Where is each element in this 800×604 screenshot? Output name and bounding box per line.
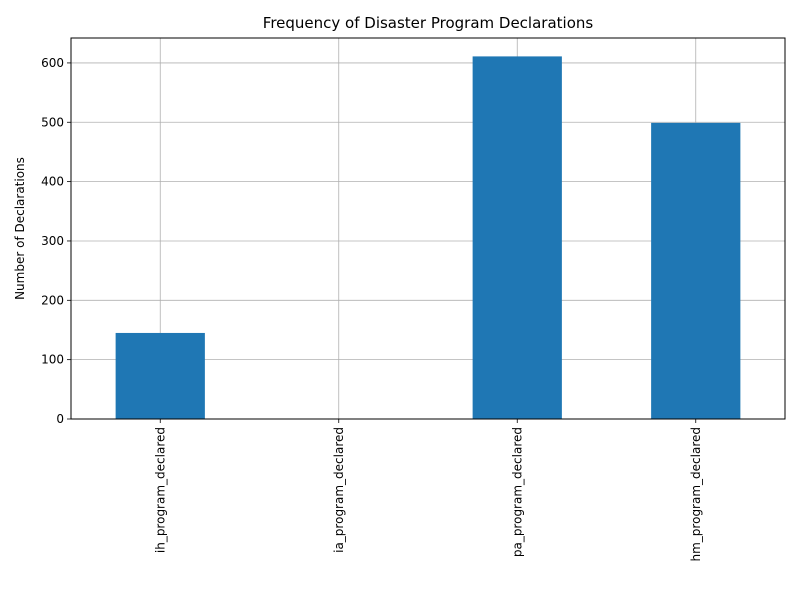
y-axis-label: Number of Declarations: [13, 157, 27, 300]
y-tick-label: 400: [41, 175, 64, 189]
y-tick-label: 200: [41, 293, 64, 307]
plot-frame: [70, 37, 786, 420]
bars: [115, 56, 741, 420]
bar-ih_program_declared: [115, 332, 205, 419]
x-tick-label: hm_program_declared: [689, 427, 703, 561]
y-tick-label: 100: [41, 353, 64, 367]
y-tick-label: 0: [56, 412, 64, 426]
x-tick-label: pa_program_declared: [510, 427, 524, 557]
x-axis-ticks: ih_program_declared ia_program_declared pa…: [153, 419, 703, 561]
y-tick-label: 300: [41, 234, 64, 248]
x-tick-label: ia_program_declared: [332, 427, 346, 553]
bar-pa_program_declared: [472, 56, 562, 420]
x-tick-label: ih_program_declared: [153, 427, 167, 553]
bar-hm_program_declared: [651, 122, 741, 419]
chart-title: Frequency of Disaster Program Declaratio…: [263, 14, 594, 32]
y-tick-label: 600: [41, 56, 64, 70]
y-axis-ticks: 0 100 200 300 400 500 600: [41, 56, 71, 426]
y-tick-label: 500: [41, 115, 64, 129]
